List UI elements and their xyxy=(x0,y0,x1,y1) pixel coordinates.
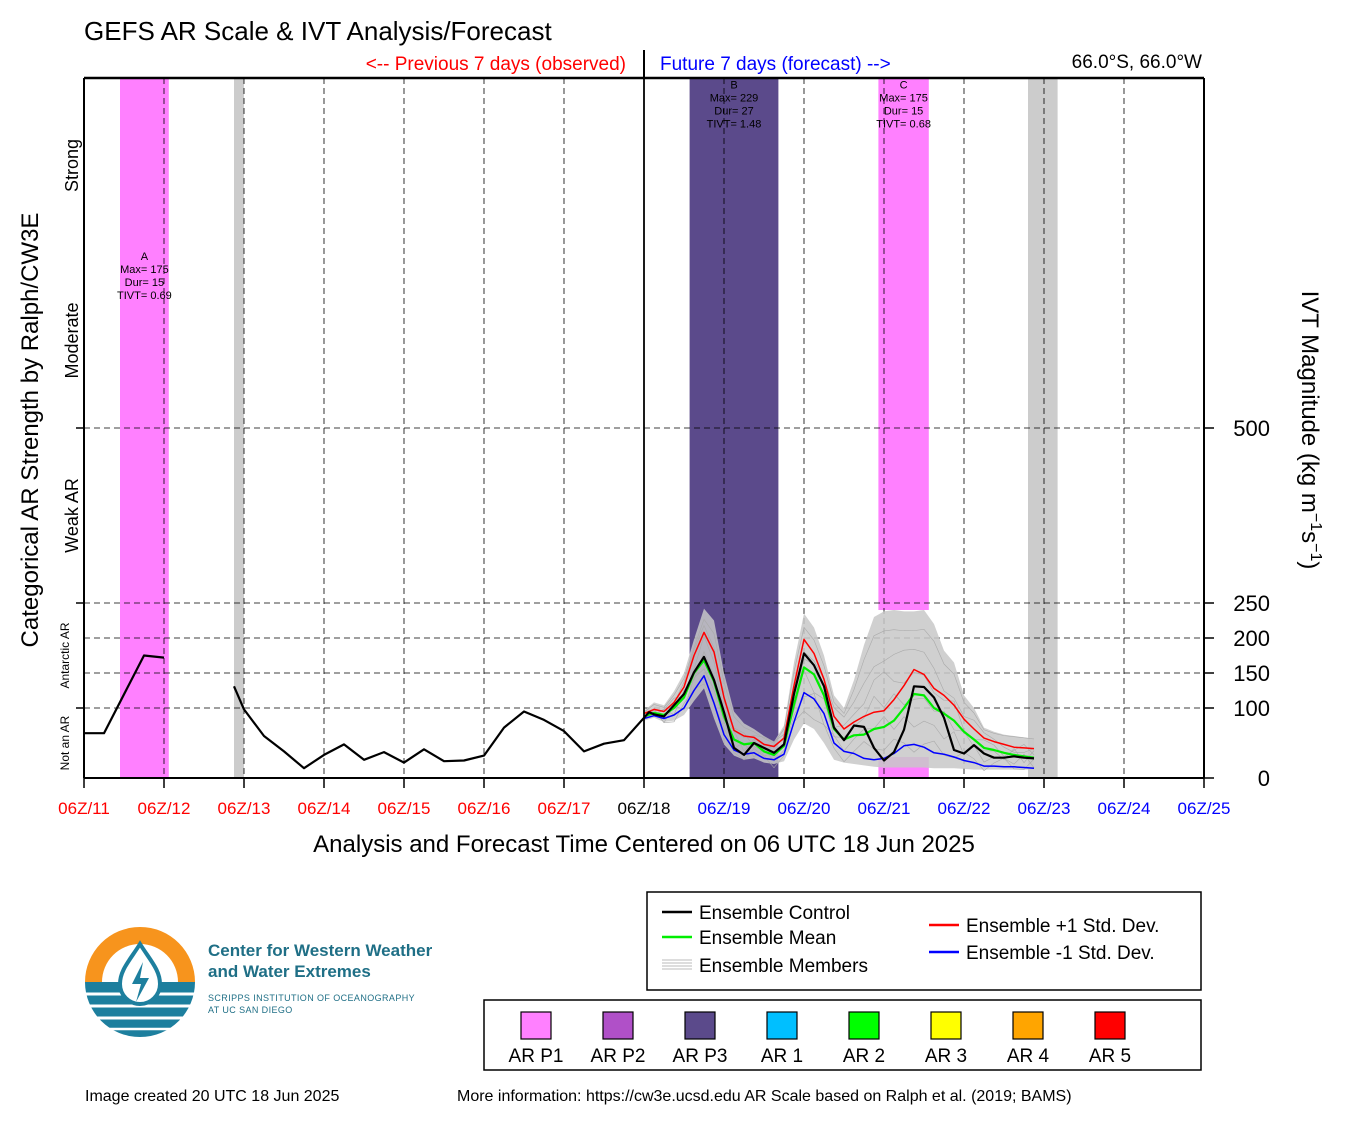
x-tick-label: 06Z/20 xyxy=(778,799,831,818)
series-line-ensemble-1-std-dev- xyxy=(643,675,1035,769)
more-info-footer: More information: https://cw3e.ucsd.edu … xyxy=(457,1088,1072,1105)
logo-org-name: Center for Western Weather and Water Ext… xyxy=(208,941,433,981)
ensemble-member-line xyxy=(643,683,1035,771)
x-tick-label: 06Z/23 xyxy=(1018,799,1071,818)
series-line-ensemble-control xyxy=(232,652,1035,770)
x-tick-label: 06Z/17 xyxy=(538,799,591,818)
image-created-footer: Image created 20 UTC 18 Jun 2025 xyxy=(85,1088,340,1105)
category-legend-label: AR P3 xyxy=(673,1046,728,1067)
ar-event-label-B: TIVT= 1.48 xyxy=(707,119,762,131)
x-axis-label: Analysis and Forecast Time Centered on 0… xyxy=(313,831,975,858)
y-tick-label: 200 xyxy=(1233,626,1270,651)
logo-orange-arc xyxy=(85,927,195,982)
legend-label: Ensemble Members xyxy=(699,956,868,977)
chart-title: GEFS AR Scale & IVT Analysis/Forecast xyxy=(84,16,552,46)
category-label: Antarctic AR xyxy=(58,622,72,688)
category-legend: AR P1 AR P2 AR P3 AR 1 AR 2 AR 3 AR 4 AR 5 xyxy=(483,999,1202,1071)
category-swatch xyxy=(520,1011,552,1040)
location-label: 66.0°S, 66.0°W xyxy=(1072,52,1202,73)
category-swatch xyxy=(602,1011,634,1040)
x-tick-label: 06Z/24 xyxy=(1098,799,1151,818)
category-legend-label: AR P1 xyxy=(509,1046,564,1067)
category-swatch xyxy=(1012,1011,1044,1040)
y-tick-label: 0 xyxy=(1258,766,1270,791)
ar-event-label-B: B xyxy=(730,80,737,92)
ar-event-label-A: A xyxy=(141,251,149,263)
cw3e-logo-mark xyxy=(85,927,195,1037)
category-label: Moderate xyxy=(62,302,82,378)
x-tick-label: 06Z/21 xyxy=(858,799,911,818)
left-axis-label: Categorical AR Strength by Ralph/CW3E xyxy=(17,213,44,648)
ensemble-member-line xyxy=(643,618,1035,744)
legend-label: Ensemble Control xyxy=(699,903,850,924)
observed-label: <-- Previous 7 days (observed) xyxy=(366,54,626,75)
legend-label: Ensemble Mean xyxy=(699,928,836,949)
y-tick-label: 250 xyxy=(1233,591,1270,616)
category-legend-label: AR 1 xyxy=(761,1046,803,1067)
x-tick-label: 06Z/11 xyxy=(58,799,110,818)
x-tick-label: 06Z/13 xyxy=(218,799,271,818)
ar-event-label-B: Dur= 27 xyxy=(714,106,753,118)
ar-event-band-C xyxy=(878,78,929,610)
x-tick-label: 06Z/15 xyxy=(378,799,431,818)
series-legend: Ensemble Control Ensemble Mean Ensemble Me… xyxy=(646,891,1202,991)
series-line-ensemble-control xyxy=(84,654,165,735)
ar-event-label-A: Dur= 15 xyxy=(125,277,164,289)
ar-event-label-A: TIVT= 0.69 xyxy=(117,290,172,302)
category-legend-label: AR 4 xyxy=(1007,1046,1050,1067)
ar-event-label-C: TIVT= 0.68 xyxy=(876,119,931,131)
x-tick-label: 06Z/19 xyxy=(698,799,751,818)
series-line-ensemble-1-std-dev- xyxy=(643,631,1035,750)
legend-label: Ensemble -1 Std. Dev. xyxy=(966,943,1155,964)
category-swatch xyxy=(684,1011,716,1040)
category-label: Not an AR xyxy=(58,715,72,770)
x-tick-label: 06Z/25 xyxy=(1178,799,1231,818)
category-label: Weak AR xyxy=(62,478,82,553)
x-tick-label: 06Z/14 xyxy=(298,799,351,818)
y-tick-label: 500 xyxy=(1233,416,1270,441)
ensemble-members-envelope xyxy=(644,608,1034,770)
x-tick-label: 06Z/12 xyxy=(138,799,191,818)
logo-waves xyxy=(85,982,195,1037)
ar-event-label-C: C xyxy=(900,80,908,92)
ensemble-member-line xyxy=(643,650,1035,764)
category-label: Strong xyxy=(62,139,82,192)
gray-band xyxy=(1028,78,1058,778)
ensemble-member-line xyxy=(643,624,1035,753)
ar-event-label-C: Dur= 15 xyxy=(884,106,923,118)
legend-label: Ensemble +1 Std. Dev. xyxy=(966,916,1159,937)
ar-event-label-B: Max= 229 xyxy=(710,93,759,105)
category-swatch xyxy=(1094,1011,1126,1040)
category-swatch xyxy=(848,1011,880,1040)
right-axis-label: IVT Magnitude (kg m−1s−1) xyxy=(1296,291,1324,570)
category-legend-label: AR 2 xyxy=(843,1046,885,1067)
x-tick-label: 06Z/18 xyxy=(618,799,671,818)
forecast-label: Future 7 days (forecast) --> xyxy=(660,54,891,75)
x-tick-label: 06Z/22 xyxy=(938,799,991,818)
cw3e-logo-text: Center for Western Weather and Water Ext… xyxy=(80,920,480,1045)
category-legend-label: AR P2 xyxy=(591,1046,646,1067)
x-tick-label: 06Z/16 xyxy=(458,799,511,818)
y-tick-label: 100 xyxy=(1233,696,1270,721)
logo-institution: SCRIPPS INSTITUTION OF OCEANOGRAPHY AT U… xyxy=(208,993,416,1015)
ar-event-label-C: Max= 175 xyxy=(879,93,928,105)
y-tick-label: 150 xyxy=(1233,661,1270,686)
category-legend-label: AR 3 xyxy=(925,1046,967,1067)
category-legend-label: AR 5 xyxy=(1089,1046,1131,1067)
category-swatch xyxy=(766,1011,798,1040)
ar-event-label-A: Max= 175 xyxy=(120,264,169,276)
lightning-icon xyxy=(132,962,149,1002)
category-swatch xyxy=(930,1011,962,1040)
